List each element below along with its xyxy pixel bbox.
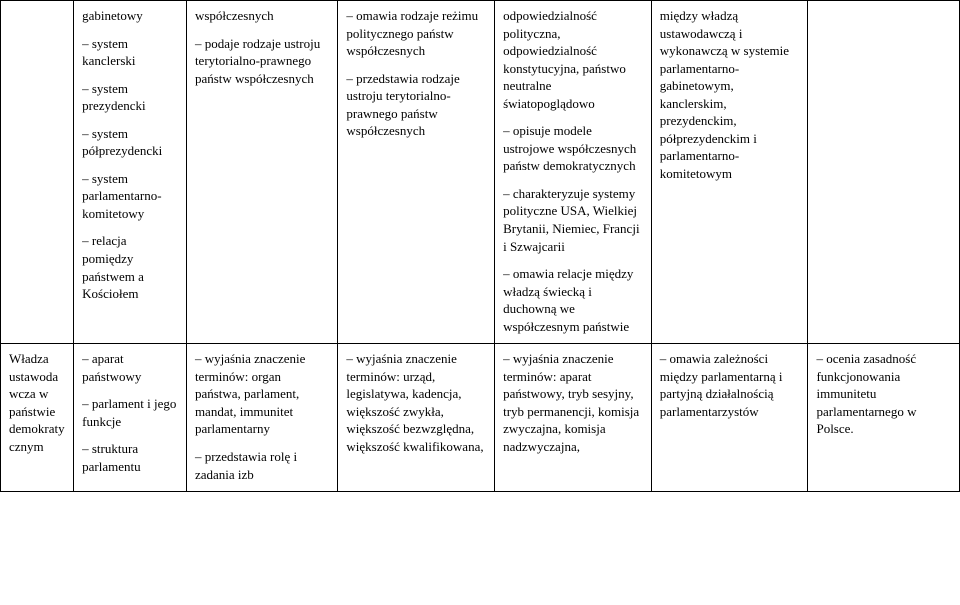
text: – parlament i jego funkcje xyxy=(82,395,178,430)
cell-r2-c4: – wyjaśnia znaczenie terminów: aparat pa… xyxy=(495,344,652,492)
cell-r1-c3: – omawia rodzaje reżimu politycznego pań… xyxy=(338,1,495,344)
content-table: gabinetowy – system kanclerski – system … xyxy=(0,0,960,492)
text: – struktura parlamentu xyxy=(82,440,178,475)
text: – ocenia zasadność funkcjonowania immuni… xyxy=(816,350,951,438)
text: – wyjaśnia znaczenie terminów: urząd, le… xyxy=(346,350,486,455)
cell-r2-c1: – aparat państwowy – parlament i jego fu… xyxy=(74,344,187,492)
cell-r2-c6: – ocenia zasadność funkcjonowania immuni… xyxy=(808,344,960,492)
cell-r2-c5: – omawia zależności między parlamentarną… xyxy=(651,344,808,492)
text: – system półprezydencki xyxy=(82,125,178,160)
text: – system prezydencki xyxy=(82,80,178,115)
text: – relacja pomiędzy państwem a Kościołem xyxy=(82,232,178,302)
table-row: gabinetowy – system kanclerski – system … xyxy=(1,1,960,344)
cell-r2-c2: – wyjaśnia znaczenie terminów: organ pań… xyxy=(186,344,337,492)
text: – przedstawia rolę i zadania izb xyxy=(195,448,329,483)
text: – charakteryzuje systemy polityczne USA,… xyxy=(503,185,643,255)
text: – wyjaśnia znaczenie terminów: aparat pa… xyxy=(503,350,643,455)
text: – omawia rodzaje reżimu politycznego pań… xyxy=(346,7,486,60)
text: odpowiedzialność polityczna, odpowiedzia… xyxy=(503,7,643,112)
text: współczesnych xyxy=(195,7,329,25)
text: – system parlamentarno-komitetowy xyxy=(82,170,178,223)
text: – aparat państwowy xyxy=(82,350,178,385)
cell-r1-c5: między władzą ustawodawczą i wykonawczą … xyxy=(651,1,808,344)
text: gabinetowy xyxy=(82,7,178,25)
text: – wyjaśnia znaczenie terminów: organ pań… xyxy=(195,350,329,438)
text: – system kanclerski xyxy=(82,35,178,70)
cell-r2-c3: – wyjaśnia znaczenie terminów: urząd, le… xyxy=(338,344,495,492)
cell-r2-c0: Władza ustawoda wcza w państwie demokrat… xyxy=(1,344,74,492)
cell-r1-c1: gabinetowy – system kanclerski – system … xyxy=(74,1,187,344)
text: – opisuje modele ustrojowe współczesnych… xyxy=(503,122,643,175)
table-row: Władza ustawoda wcza w państwie demokrat… xyxy=(1,344,960,492)
cell-r1-c6 xyxy=(808,1,960,344)
text: – omawia relacje między władzą świecką i… xyxy=(503,265,643,335)
cell-r1-c2: współczesnych – podaje rodzaje ustroju t… xyxy=(186,1,337,344)
cell-r1-c0 xyxy=(1,1,74,344)
row-heading: Władza ustawoda wcza w państwie demokrat… xyxy=(9,350,65,455)
text: – omawia zależności między parlamentarną… xyxy=(660,350,800,420)
text: między władzą ustawodawczą i wykonawczą … xyxy=(660,7,800,182)
cell-r1-c4: odpowiedzialność polityczna, odpowiedzia… xyxy=(495,1,652,344)
text: – podaje rodzaje ustroju terytorialno-pr… xyxy=(195,35,329,88)
text: – przedstawia rodzaje ustroju terytorial… xyxy=(346,70,486,140)
